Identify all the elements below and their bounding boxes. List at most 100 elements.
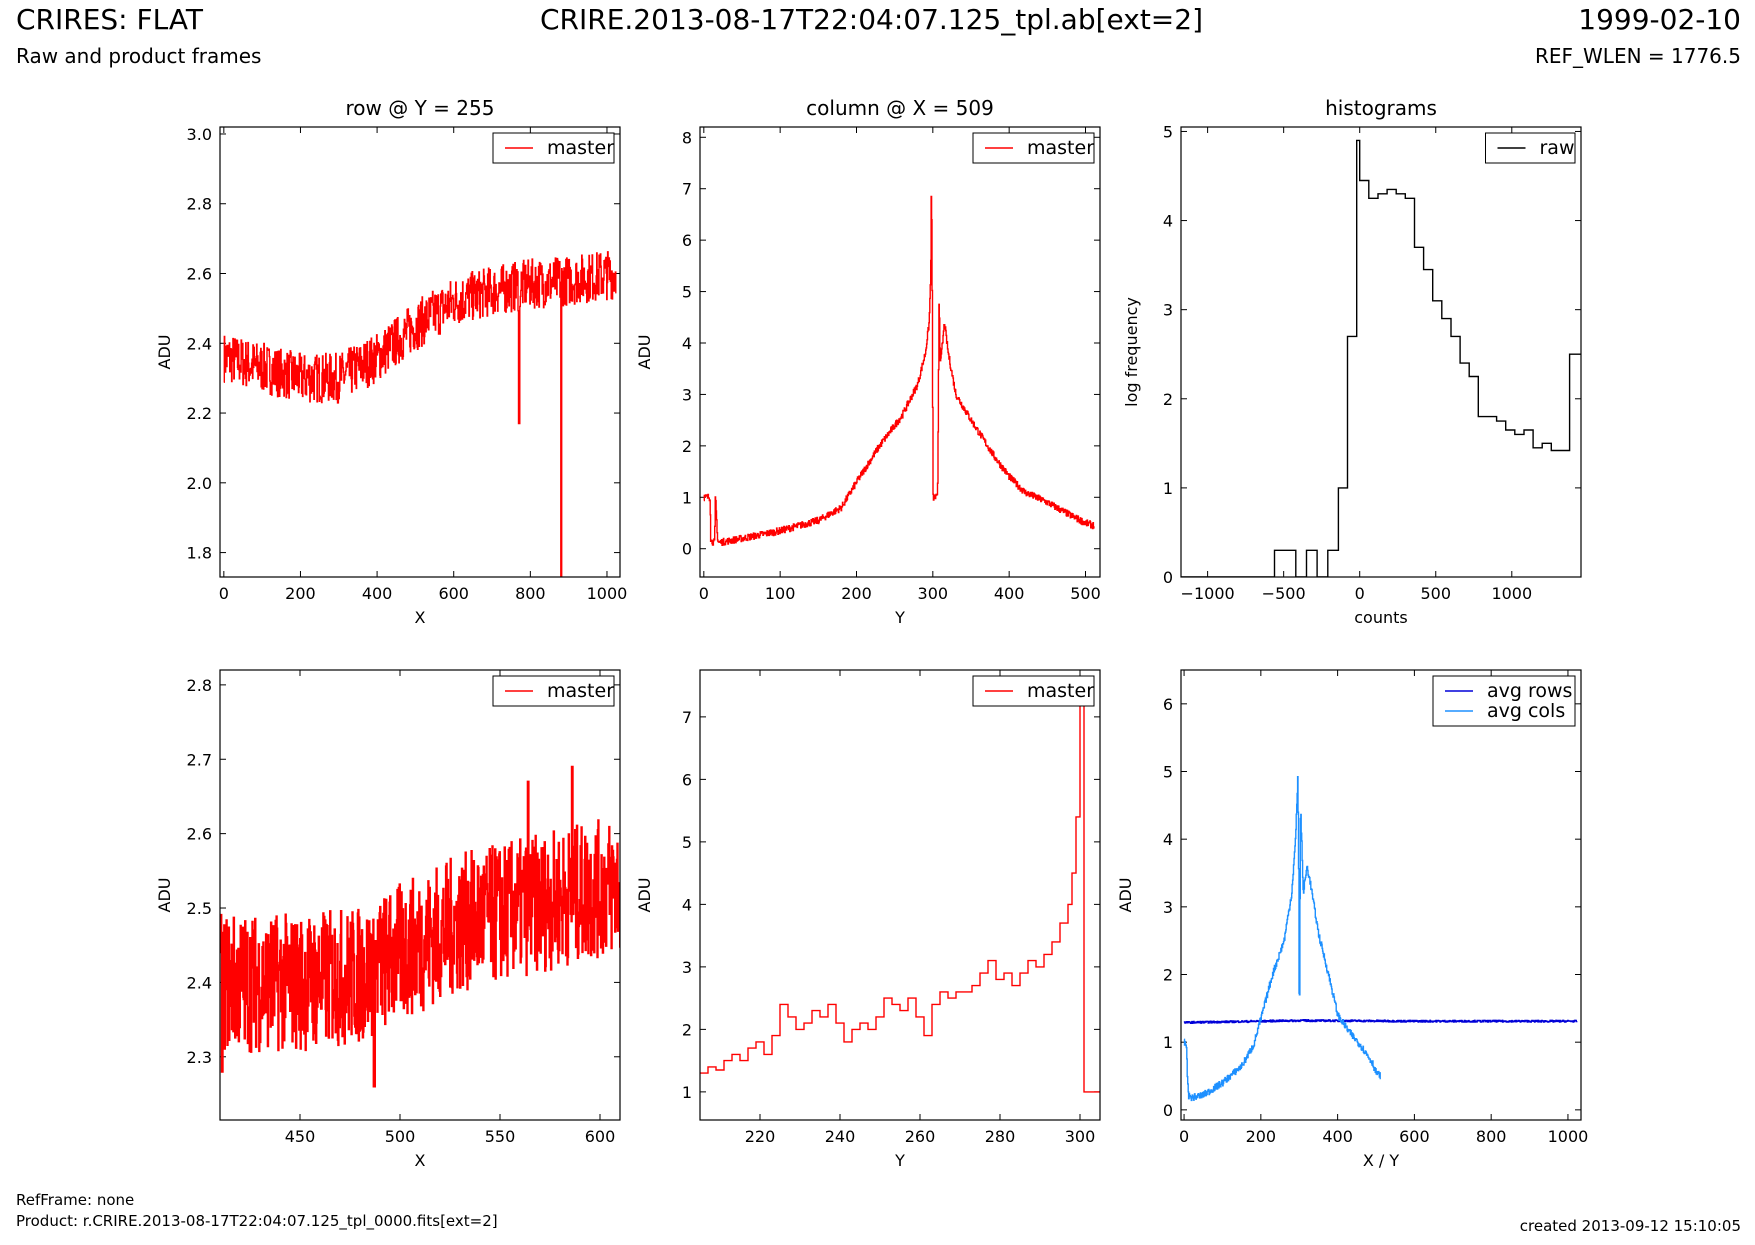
x-tick-label: 1000: [1548, 1127, 1589, 1146]
y-tick-label: 0: [1163, 568, 1173, 587]
x-tick-label: 0: [699, 584, 709, 603]
y-tick-label: 5: [682, 833, 692, 852]
x-tick-label: 400: [994, 584, 1025, 603]
x-tick-label: 240: [825, 1127, 856, 1146]
y-tick-label: 1: [1163, 1033, 1173, 1052]
series-line: [703, 195, 1095, 546]
y-tick-label: 4: [1163, 830, 1173, 849]
y-tick-label: 5: [1163, 763, 1173, 782]
chart-row: row @ Y = 255 0 200 400 600 800 1000 1.8 2.0 2.2 2…: [155, 96, 627, 627]
chart-column: column @ X = 509 0 100 200 300 400 500 0 1 2 3 4 5 6 7…: [635, 96, 1101, 627]
y-tick-label: 8: [682, 128, 692, 147]
file-title: CRIRE.2013-08-17T22:04:07.125_tpl.ab[ext…: [540, 3, 1204, 36]
series-line: [700, 691, 1100, 1093]
y-tick-label: 2.5: [187, 899, 212, 918]
plot-area: [1183, 776, 1578, 1102]
x-tick-label: 600: [438, 584, 469, 603]
y-tick-label: 2.0: [187, 474, 212, 493]
legend-label: avg cols: [1487, 700, 1565, 722]
x-tick-label: 0: [219, 584, 229, 603]
y-tick-label: 4: [682, 895, 692, 914]
y-tick-label: 7: [682, 180, 692, 199]
legend: master: [972, 675, 1095, 707]
y-tick-label: 4: [682, 334, 692, 353]
legend-box: [1432, 675, 1576, 727]
y-tick-label: 5: [1163, 122, 1173, 141]
y-tick-label: 2: [682, 1020, 692, 1039]
y-axis-label: ADU: [635, 335, 654, 370]
x-tick-label: 400: [1322, 1127, 1353, 1146]
x-tick-label: −1000: [1181, 584, 1235, 603]
x-tick-label: −500: [1262, 584, 1306, 603]
y-tick-label: 2: [682, 437, 692, 456]
series-line: [1183, 1019, 1578, 1024]
y-axis-label: ADU: [155, 335, 174, 370]
legend-label: master: [547, 137, 614, 159]
y-tick-label: 2.3: [187, 1048, 212, 1067]
legend-label: master: [1027, 137, 1094, 159]
x-tick-label: 280: [985, 1127, 1016, 1146]
y-tick-label: 6: [682, 770, 692, 789]
legend: master: [492, 132, 615, 164]
y-axis-label: ADU: [635, 878, 654, 913]
x-tick-label: 600: [585, 1127, 616, 1146]
axes-frame: [699, 669, 1101, 1121]
legend-label: raw: [1540, 137, 1575, 159]
y-axis-label: ADU: [1116, 878, 1135, 913]
y-tick-label: 3: [682, 958, 692, 977]
plot-area: [700, 691, 1100, 1093]
main-title: CRIRES: FLAT: [16, 3, 203, 36]
x-tick-label: 300: [1065, 1127, 1096, 1146]
legend: master: [972, 132, 1095, 164]
y-tick-label: 1: [682, 1083, 692, 1102]
y-tick-label: 0: [682, 540, 692, 559]
chart-title: histograms: [1325, 96, 1437, 120]
y-tick-label: 2.8: [187, 676, 212, 695]
x-tick-label: 500: [1070, 584, 1101, 603]
ref-frame-label: RefFrame: none: [16, 1191, 135, 1209]
x-tick-label: 100: [765, 584, 796, 603]
x-tick-label: 260: [905, 1127, 936, 1146]
x-tick-label: 400: [362, 584, 393, 603]
axes-frame: [699, 126, 1101, 578]
x-tick-label: 800: [515, 584, 546, 603]
x-tick-label: 450: [285, 1127, 316, 1146]
axes-frame: [219, 126, 621, 578]
y-tick-label: 5: [682, 283, 692, 302]
y-tick-label: 1: [1163, 479, 1173, 498]
y-tick-label: 2.2: [187, 404, 212, 423]
x-axis-label: X / Y: [1363, 1151, 1400, 1170]
y-tick-label: 0: [1163, 1101, 1173, 1120]
x-tick-label: 550: [485, 1127, 516, 1146]
legend: master: [492, 675, 615, 707]
series-line: [220, 765, 620, 1088]
date-label: 1999-02-10: [1578, 3, 1741, 36]
y-tick-label: 2.8: [187, 195, 212, 214]
legend-label: master: [1027, 680, 1094, 702]
y-axis-label: log frequency: [1122, 297, 1141, 407]
y-tick-label: 6: [682, 231, 692, 250]
plot-area: [223, 251, 617, 577]
y-tick-label: 3.0: [187, 125, 212, 144]
legend-label: master: [547, 680, 614, 702]
y-tick-label: 2: [1163, 966, 1173, 985]
plot-area: [703, 195, 1095, 546]
y-tick-label: 3: [1163, 301, 1173, 320]
y-tick-label: 2.6: [187, 825, 212, 844]
chart-column-zoom: 220 240 260 280 300 1 2 3 4 5 6 7 Y ADU master: [635, 669, 1101, 1170]
y-tick-label: 4: [1163, 212, 1173, 231]
created-label: created 2013-09-12 15:10:05: [1519, 1217, 1741, 1235]
plot-area: [220, 765, 620, 1088]
y-tick-label: 2.4: [187, 334, 212, 353]
y-tick-label: 1.8: [187, 544, 212, 563]
x-tick-label: 0: [1355, 584, 1365, 603]
ref-wlen-label: REF_WLEN = 1776.5: [1534, 44, 1741, 68]
series-line: [1181, 139, 1581, 577]
subtitle: Raw and product frames: [16, 44, 262, 68]
x-tick-label: 1000: [1491, 584, 1532, 603]
y-axis-label: ADU: [155, 878, 174, 913]
x-tick-label: 0: [1179, 1127, 1189, 1146]
y-tick-label: 3: [1163, 898, 1173, 917]
